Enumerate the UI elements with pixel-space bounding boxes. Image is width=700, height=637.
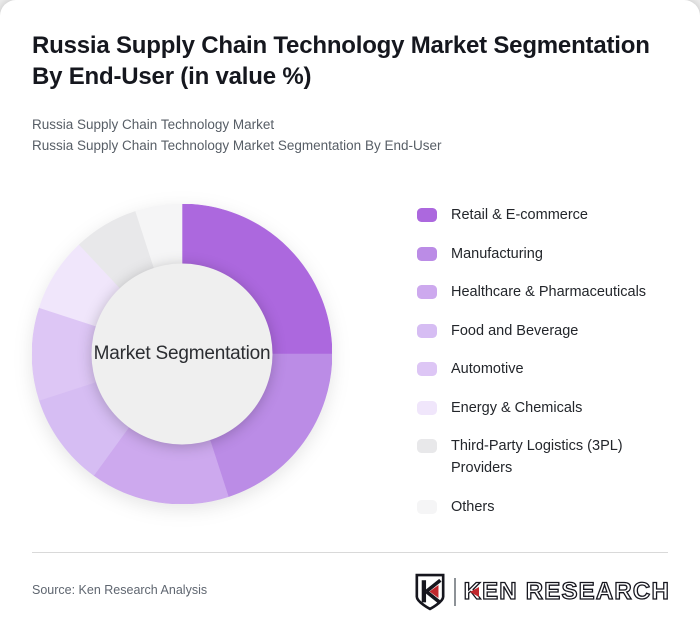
red-triangle-icon xyxy=(469,587,479,597)
legend-label: Manufacturing xyxy=(451,245,543,262)
donut-center-circle xyxy=(91,263,273,445)
logo-wordmark: KEN RESEARCH xyxy=(463,577,670,606)
ken-research-logo: KEN RESEARCH xyxy=(414,572,670,612)
legend-item: Healthcare & Pharmaceuticals xyxy=(417,281,669,303)
title-line-1: Russia Supply Chain Technology Market Se… xyxy=(32,32,650,59)
legend-swatch xyxy=(417,362,437,376)
ken-research-shield-icon xyxy=(415,573,445,611)
legend-label: Third-Party Logistics (3PL) Providers xyxy=(451,438,623,476)
chart-legend: Retail & E-commerce Manufacturing Healthca… xyxy=(417,204,669,518)
legend-swatch xyxy=(417,323,437,338)
legend-item: Automotive xyxy=(417,358,669,380)
legend-item: Food and Beverage xyxy=(417,320,669,342)
legend-label: Energy & Chemicals xyxy=(451,399,583,416)
source-text: Source: Ken Research Analysis xyxy=(32,583,208,597)
title-line-2: By End-User (in value %) xyxy=(32,63,312,90)
legend-label: Healthcare & Pharmaceuticals xyxy=(451,284,647,300)
legend-swatch xyxy=(417,439,437,453)
subtitle-line-2: Russia Supply Chain Technology Market Se… xyxy=(32,138,442,153)
footer-divider xyxy=(32,552,668,553)
logo-text: KEN RESEARCH xyxy=(463,577,670,605)
legend-label: Others xyxy=(451,498,495,515)
legend-label: Retail & E-commerce xyxy=(451,207,588,223)
legend-swatch xyxy=(417,400,437,415)
donut-svg xyxy=(32,204,332,504)
legend-item: Others xyxy=(417,496,669,518)
donut-center-label: Market Segmentation xyxy=(93,343,271,364)
legend-swatch xyxy=(417,499,437,514)
legend-item: Retail & E-commerce xyxy=(417,204,669,226)
subtitle-line-1: Russia Supply Chain Technology Market xyxy=(32,117,275,132)
legend-item: Energy & Chemicals xyxy=(417,397,669,419)
donut-chart: Market Segmentation xyxy=(32,204,332,504)
logo-divider-bar xyxy=(453,578,456,606)
chart-subtitles: Russia Supply Chain Technology Market Ru… xyxy=(32,114,441,156)
legend-item: Manufacturing xyxy=(417,243,669,265)
legend-item: Third-Party Logistics (3PL) Providers xyxy=(417,435,669,479)
page-title: Russia Supply Chain Technology Market Se… xyxy=(32,30,650,92)
legend-label: Food and Beverage xyxy=(451,322,579,339)
legend-label: Automotive xyxy=(451,361,524,377)
legend-swatch xyxy=(417,285,437,299)
legend-swatch xyxy=(417,208,437,222)
legend-swatch xyxy=(417,246,437,261)
